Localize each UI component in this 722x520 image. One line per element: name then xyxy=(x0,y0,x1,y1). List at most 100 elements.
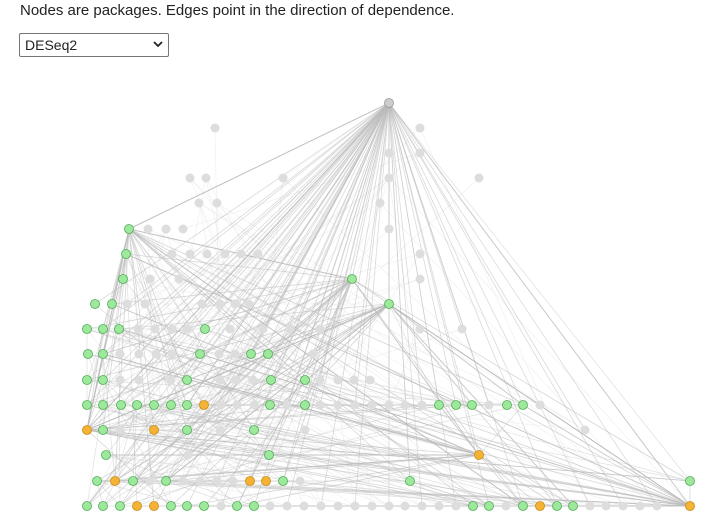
highlighted-node[interactable] xyxy=(149,501,159,511)
package-node[interactable] xyxy=(333,501,343,511)
dependency-node[interactable] xyxy=(467,400,477,410)
dependency-node[interactable] xyxy=(114,324,124,334)
package-node[interactable] xyxy=(434,501,444,511)
package-node[interactable] xyxy=(350,501,360,511)
dependency-node[interactable] xyxy=(182,375,192,385)
package-node[interactable] xyxy=(167,324,177,334)
package-node[interactable] xyxy=(367,501,377,511)
dependency-node[interactable] xyxy=(90,299,100,309)
package-node[interactable] xyxy=(384,501,394,511)
package-node[interactable] xyxy=(115,425,125,435)
package-node[interactable] xyxy=(195,476,205,486)
dependency-node[interactable] xyxy=(502,400,512,410)
dependency-node[interactable] xyxy=(98,375,108,385)
highlighted-node[interactable] xyxy=(261,476,271,486)
package-node[interactable] xyxy=(228,476,238,486)
dependency-node[interactable] xyxy=(552,501,562,511)
dependency-node[interactable] xyxy=(182,425,192,435)
package-node[interactable] xyxy=(220,249,230,259)
package-node[interactable] xyxy=(115,349,125,359)
package-node[interactable] xyxy=(300,425,310,435)
package-node[interactable] xyxy=(400,501,410,511)
package-node[interactable] xyxy=(484,400,494,410)
package-node[interactable] xyxy=(415,148,425,158)
dependency-node[interactable] xyxy=(98,400,108,410)
highlighted-node[interactable] xyxy=(110,476,120,486)
dependency-node[interactable] xyxy=(300,400,310,410)
package-node[interactable] xyxy=(282,501,292,511)
package-node[interactable] xyxy=(215,299,225,309)
package-node[interactable] xyxy=(384,173,394,183)
highlighted-node[interactable] xyxy=(149,425,159,435)
package-node[interactable] xyxy=(585,501,595,511)
package-node[interactable] xyxy=(249,400,259,410)
package-node[interactable] xyxy=(415,123,425,133)
dependency-node[interactable] xyxy=(182,400,192,410)
package-node[interactable] xyxy=(350,400,360,410)
dependency-node[interactable] xyxy=(249,425,259,435)
dependency-node[interactable] xyxy=(568,501,578,511)
highlighted-node[interactable] xyxy=(199,400,209,410)
dependency-node[interactable] xyxy=(195,349,205,359)
dependency-node[interactable] xyxy=(484,501,494,511)
dependency-node[interactable] xyxy=(132,400,142,410)
package-node[interactable] xyxy=(315,375,325,385)
package-node[interactable] xyxy=(384,224,394,234)
dependency-node[interactable] xyxy=(82,501,92,511)
package-node[interactable] xyxy=(230,349,240,359)
dependency-node[interactable] xyxy=(347,274,357,284)
package-node[interactable] xyxy=(210,123,220,133)
package-node[interactable] xyxy=(415,274,425,284)
package-node[interactable] xyxy=(457,324,467,334)
package-node[interactable] xyxy=(282,400,292,410)
package-node[interactable] xyxy=(232,400,242,410)
dependency-node[interactable] xyxy=(82,400,92,410)
dependency-node[interactable] xyxy=(249,501,259,511)
dependency-node[interactable] xyxy=(278,476,288,486)
package-node[interactable] xyxy=(225,324,235,334)
package-node[interactable] xyxy=(215,425,225,435)
root-node[interactable] xyxy=(384,98,394,108)
package-node[interactable] xyxy=(183,450,193,460)
package-node[interactable] xyxy=(384,148,394,158)
package-node[interactable] xyxy=(299,501,309,511)
highlighted-node[interactable] xyxy=(535,501,545,511)
dependency-node[interactable] xyxy=(98,425,108,435)
dependency-node[interactable] xyxy=(265,400,275,410)
package-node[interactable] xyxy=(375,198,385,208)
dependency-node[interactable] xyxy=(101,450,111,460)
package-node[interactable] xyxy=(295,476,305,486)
dependency-node[interactable] xyxy=(166,501,176,511)
package-node[interactable] xyxy=(652,501,662,511)
dependency-node[interactable] xyxy=(92,476,102,486)
dependency-node[interactable] xyxy=(82,324,92,334)
package-node[interactable] xyxy=(278,173,288,183)
package-node[interactable] xyxy=(415,324,425,334)
package-node[interactable] xyxy=(216,501,226,511)
dependency-node[interactable] xyxy=(199,501,209,511)
dependency-node[interactable] xyxy=(405,476,415,486)
package-node[interactable] xyxy=(333,400,343,410)
package-node[interactable] xyxy=(167,349,177,359)
package-node[interactable] xyxy=(580,425,590,435)
package-node[interactable] xyxy=(618,501,628,511)
dependency-node[interactable] xyxy=(263,349,273,359)
package-node[interactable] xyxy=(417,501,427,511)
package-node[interactable] xyxy=(333,375,343,385)
package-node[interactable] xyxy=(285,324,295,334)
dependency-node[interactable] xyxy=(434,400,444,410)
package-node[interactable] xyxy=(535,400,545,410)
dependency-node[interactable] xyxy=(128,476,138,486)
package-node[interactable] xyxy=(134,349,144,359)
highlighted-node[interactable] xyxy=(685,501,695,511)
dependency-node[interactable] xyxy=(685,476,695,486)
package-node[interactable] xyxy=(400,400,410,410)
dependency-node[interactable] xyxy=(149,400,159,410)
package-node[interactable] xyxy=(143,224,153,234)
package-node[interactable] xyxy=(145,274,155,284)
package-node[interactable] xyxy=(349,375,359,385)
package-node[interactable] xyxy=(417,400,427,410)
package-node[interactable] xyxy=(134,375,144,385)
highlighted-node[interactable] xyxy=(82,425,92,435)
package-node[interactable] xyxy=(166,375,176,385)
